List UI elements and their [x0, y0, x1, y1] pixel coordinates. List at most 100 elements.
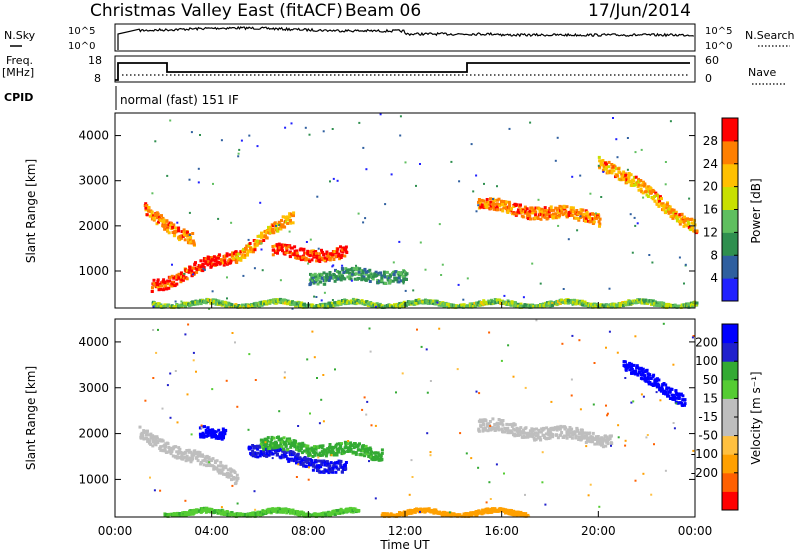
heatmap-cell	[513, 202, 517, 206]
heatmap-cell	[664, 183, 667, 186]
heatmap-cell	[271, 224, 275, 228]
heatmap-cell	[672, 305, 675, 309]
heatmap-cell	[625, 366, 629, 370]
heatmap-cell	[282, 225, 286, 229]
heatmap-cell	[151, 437, 155, 441]
heatmap-cell	[578, 339, 581, 342]
heatmap-cell	[330, 445, 334, 449]
heatmap-cell	[147, 439, 151, 443]
heatmap-cell	[508, 423, 512, 427]
heatmap-cell	[399, 272, 403, 276]
heatmap-cell	[197, 181, 200, 184]
heatmap-cell	[534, 304, 538, 308]
heatmap-cell	[187, 238, 190, 242]
heatmap-cell	[287, 245, 291, 249]
heatmap-cell	[366, 277, 370, 281]
heatmap-cell	[314, 514, 318, 518]
heatmap-cell	[502, 200, 505, 203]
heatmap-cell	[280, 299, 284, 303]
colorbar-tick-label: -200	[691, 466, 718, 480]
heatmap-cell	[562, 436, 566, 439]
heatmap-cell	[251, 250, 255, 254]
heatmap-cell	[509, 303, 513, 307]
heatmap-cell	[153, 489, 156, 492]
heatmap-cell	[395, 513, 399, 517]
heatmap-cell	[501, 209, 505, 213]
heatmap-cell	[180, 303, 184, 307]
heatmap-cell	[301, 257, 305, 261]
heatmap-cell	[482, 199, 486, 203]
heatmap-cell	[303, 457, 306, 460]
heatmap-cell	[448, 511, 451, 514]
heatmap-cell	[333, 279, 337, 283]
heatmap-cell	[574, 302, 578, 306]
heatmap-cell	[220, 470, 224, 474]
heatmap-cell	[229, 470, 233, 474]
heatmap-cell	[361, 408, 364, 411]
heatmap-cell	[280, 445, 284, 449]
heatmap-cell	[356, 448, 360, 452]
heatmap-cell	[158, 438, 162, 442]
heatmap-cell	[267, 225, 270, 229]
heatmap-cell	[221, 261, 225, 265]
heatmap-cell	[437, 303, 441, 307]
heatmap-cell	[555, 433, 558, 437]
heatmap-cell	[162, 221, 166, 225]
heatmap-cell	[497, 509, 501, 513]
heatmap-cell	[564, 209, 568, 213]
heatmap-cell	[150, 210, 154, 214]
heatmap-cell	[341, 250, 345, 254]
heatmap-cell	[192, 511, 196, 515]
heatmap-cell	[521, 514, 525, 518]
heatmap-cell	[278, 438, 282, 442]
power-heatmap	[143, 113, 699, 310]
heatmap-cell	[325, 469, 329, 473]
heatmap-cell	[181, 278, 185, 282]
heatmap-cell	[560, 431, 564, 434]
heatmap-cell	[322, 470, 326, 474]
heatmap-cell	[318, 305, 322, 309]
heatmap-cell	[620, 177, 624, 181]
heatmap-cell	[235, 258, 239, 262]
heatmap-cell	[173, 445, 177, 449]
heatmap-cell	[344, 299, 348, 303]
heatmap-cell	[424, 268, 427, 271]
heatmap-cell	[491, 203, 495, 207]
heatmap-cell	[686, 302, 690, 306]
heatmap-cell	[231, 484, 234, 487]
heatmap-cell	[310, 448, 314, 452]
heatmap-cell	[211, 388, 214, 391]
heatmap-cell	[335, 466, 339, 470]
heatmap-cell	[486, 511, 490, 515]
heatmap-cell	[531, 211, 535, 215]
heatmap-cell	[408, 493, 411, 496]
heatmap-cell	[641, 371, 645, 375]
heatmap-cell	[166, 174, 169, 177]
heatmap-cell	[402, 300, 406, 304]
heatmap-cell	[171, 225, 175, 229]
heatmap-cell	[325, 513, 328, 517]
heatmap-cell	[487, 202, 491, 206]
heatmap-cell	[483, 202, 487, 206]
heatmap-cell	[435, 511, 439, 515]
colorbar-swatch	[722, 435, 738, 455]
heatmap-cell	[496, 424, 500, 428]
heatmap-cell	[637, 183, 641, 187]
heatmap-cell	[570, 436, 574, 440]
heatmap-cell	[217, 256, 220, 260]
heatmap-cell	[250, 513, 254, 517]
heatmap-cell	[311, 464, 315, 468]
heatmap-cell	[574, 216, 578, 220]
heatmap-cell	[363, 450, 367, 454]
heatmap-cell	[152, 329, 155, 331]
heatmap-cell	[327, 467, 331, 470]
heatmap-cell	[646, 434, 649, 436]
heatmap-cell	[320, 299, 323, 302]
beam-label: Beam 06	[345, 1, 421, 21]
heatmap-cell	[188, 211, 191, 214]
heatmap-cell	[481, 429, 485, 433]
heatmap-cell	[199, 299, 203, 303]
